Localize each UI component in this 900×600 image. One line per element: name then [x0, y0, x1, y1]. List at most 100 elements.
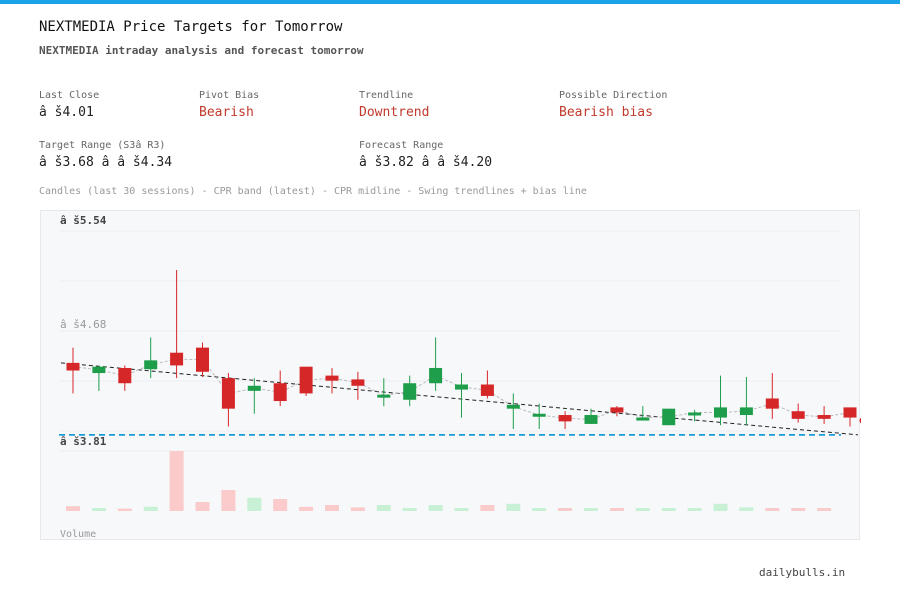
- candle-body: [429, 367, 443, 384]
- volume-bar: [739, 507, 754, 511]
- stat-value: â š3.68 â â š4.34: [39, 155, 173, 170]
- volume-bar: [609, 508, 624, 511]
- candle-body: [247, 385, 261, 391]
- volume-bar: [247, 497, 262, 511]
- volume-bar: [635, 508, 650, 511]
- page-subtitle: NEXTMEDIA intraday analysis and forecast…: [39, 44, 364, 57]
- candle: [170, 270, 184, 379]
- candle: [325, 367, 339, 394]
- candle: [273, 370, 287, 407]
- bias-line: [60, 362, 859, 436]
- stat-value: â š3.82 â â š4.20: [359, 155, 493, 170]
- y-label-top: â š5.54: [60, 214, 107, 227]
- stat-label: Possible Direction: [559, 90, 668, 101]
- last-close-marker: [859, 417, 861, 424]
- candle-body: [532, 413, 546, 417]
- stat-value: Bearish: [199, 105, 254, 120]
- candle: [403, 375, 417, 407]
- candle-body: [403, 383, 417, 400]
- candle-body: [480, 384, 494, 396]
- volume-bar: [169, 451, 184, 511]
- candle: [92, 365, 106, 391]
- footer-brand: dailybulls.in: [759, 566, 846, 579]
- candles: [66, 270, 861, 430]
- page-title: NEXTMEDIA Price Targets for Tomorrow: [39, 19, 343, 35]
- candle-body: [221, 378, 235, 409]
- candle: [791, 403, 805, 423]
- candle: [351, 371, 365, 400]
- volume-bar: [221, 490, 236, 511]
- candle: [429, 337, 443, 391]
- volume-bar: [506, 503, 521, 511]
- candle-body: [66, 362, 80, 371]
- stat-label: Forecast Range: [359, 140, 444, 151]
- candle-body: [506, 404, 520, 409]
- candle-body: [196, 347, 209, 372]
- candle-body: [636, 417, 650, 421]
- candle: [221, 373, 235, 427]
- candle-body: [325, 375, 339, 381]
- candle: [558, 411, 572, 430]
- volume-bar: [584, 508, 598, 511]
- stat-trendline: Trendline Downtrend: [359, 90, 429, 120]
- candle: [843, 407, 857, 427]
- bias-trendline: [60, 362, 859, 436]
- volume-bar: [350, 507, 365, 511]
- price-chart: â š5.54 â š4.68 â š3.81 Volume: [40, 210, 861, 540]
- stat-last-close: Last Close â š4.01: [39, 90, 99, 120]
- volume-bar: [454, 508, 469, 511]
- volume-bar: [765, 508, 780, 511]
- candle: [247, 378, 261, 414]
- candlestick-chart-svg: â š5.54 â š4.68 â š3.81 Volume: [59, 214, 861, 540]
- top-accent-bar: [0, 0, 900, 4]
- y-label-mid: â š4.68: [60, 318, 106, 331]
- volume-bar: [325, 505, 339, 511]
- stat-possible-direction: Possible Direction Bearish bias: [559, 90, 667, 120]
- stat-forecast-range: Forecast Range â š3.82 â â š4.20: [359, 140, 492, 170]
- volume-bar: [687, 508, 702, 511]
- candle-body: [92, 366, 106, 374]
- stat-label: Target Range (S3â R3): [39, 140, 166, 151]
- candle: [662, 408, 676, 426]
- chart-caption: Candles (last 30 sessions) - CPR band (l…: [39, 186, 587, 197]
- stat-value: Bearish bias: [559, 105, 653, 120]
- candle: [688, 409, 702, 422]
- volume-bar: [299, 506, 314, 511]
- candle: [377, 378, 391, 407]
- stat-label: Trendline: [359, 90, 414, 101]
- candle-body: [714, 407, 727, 418]
- volume-bar: [66, 506, 80, 511]
- candle-body: [688, 412, 702, 416]
- volume-bar: [143, 506, 158, 511]
- candle-body: [765, 398, 779, 409]
- candle: [506, 393, 520, 430]
- volume-bar: [713, 503, 728, 511]
- candle: [299, 366, 313, 396]
- candle: [196, 342, 209, 377]
- volume-bar: [532, 508, 547, 511]
- candle-body: [610, 407, 624, 413]
- candle-body: [377, 394, 391, 398]
- candle-body: [843, 407, 857, 418]
- stat-value: Downtrend: [359, 105, 430, 120]
- candle: [765, 373, 779, 419]
- candle: [66, 347, 80, 394]
- grid-lines: [59, 230, 841, 452]
- volume-bar: [558, 508, 573, 511]
- candle: [610, 406, 624, 417]
- candle-body: [144, 360, 158, 370]
- candle: [480, 370, 494, 399]
- volume-bar: [661, 508, 676, 511]
- candle: [739, 376, 753, 426]
- volume-bar: [817, 508, 832, 511]
- volume-bar: [791, 508, 806, 511]
- volume-bars: [66, 451, 832, 511]
- volume-bar: [195, 502, 210, 511]
- candle: [532, 403, 546, 430]
- candle-body: [455, 384, 468, 390]
- candle: [144, 337, 158, 379]
- candle: [584, 408, 598, 424]
- stat-target-range: Target Range (S3â R3) â š3.68 â â š4.34: [39, 140, 172, 170]
- candle: [118, 365, 132, 391]
- volume-bar: [376, 505, 391, 511]
